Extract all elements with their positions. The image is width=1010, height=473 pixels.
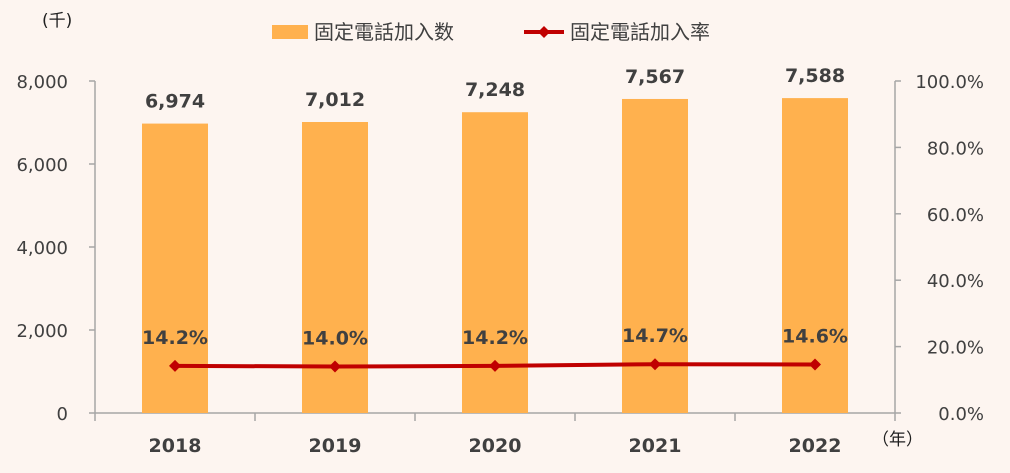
legend: 固定電話加入数 固定電話加入率 bbox=[272, 20, 710, 44]
rate-line bbox=[169, 358, 821, 373]
rate-point bbox=[329, 360, 341, 373]
rate-point bbox=[489, 359, 501, 372]
y-left-tick-label: 8,000 bbox=[16, 72, 68, 93]
x-tick-label: 2020 bbox=[469, 435, 522, 457]
bar-data-label: 7,567 bbox=[625, 66, 685, 88]
rate-labels: 14.2% 14.0% 14.2% 14.7% 14.6% bbox=[142, 325, 848, 349]
axes: 0 2,000 4,000 6,000 8,000 0.0% 20.0% 40.0% 60.0%… bbox=[16, 72, 984, 457]
rate-point bbox=[169, 359, 181, 372]
rate-data-label: 14.2% bbox=[462, 327, 528, 349]
y-left-tick-label: 6,000 bbox=[16, 155, 68, 176]
x-tick-label: 2018 bbox=[149, 435, 202, 457]
bar-data-label: 7,248 bbox=[465, 79, 525, 101]
rate-data-label: 14.7% bbox=[622, 325, 688, 347]
y-right-tick-label: 0.0% bbox=[938, 404, 984, 425]
y-right-tick-label: 80.0% bbox=[927, 138, 984, 159]
bar-data-label: 7,588 bbox=[785, 65, 845, 87]
y-left-unit: (千) bbox=[42, 11, 72, 31]
bar-labels: 6,974 7,012 7,248 7,567 7,588 bbox=[145, 65, 845, 112]
x-tick-label: 2021 bbox=[629, 435, 682, 457]
bar-data-label: 6,974 bbox=[145, 91, 205, 113]
y-right-tick-label: 40.0% bbox=[927, 271, 984, 292]
y-right-tick-label: 100.0% bbox=[915, 72, 984, 93]
rate-point bbox=[649, 358, 661, 371]
legend-bar-swatch bbox=[272, 25, 308, 39]
y-right-tick-label: 20.0% bbox=[927, 338, 984, 359]
rate-data-label: 14.2% bbox=[142, 327, 208, 349]
y-right-tick-label: 60.0% bbox=[927, 205, 984, 226]
y-left-tick-label: 4,000 bbox=[16, 238, 68, 259]
legend-line-label: 固定電話加入率 bbox=[570, 20, 710, 44]
bar-data-label: 7,012 bbox=[305, 89, 365, 111]
y-left-tick-label: 2,000 bbox=[16, 321, 68, 342]
x-tick-label: 2019 bbox=[309, 435, 362, 457]
x-unit: （年） bbox=[872, 430, 923, 450]
legend-line-marker bbox=[538, 26, 550, 38]
y-left-tick-label: 0 bbox=[57, 404, 68, 425]
rate-point bbox=[809, 358, 821, 371]
legend-bar-label: 固定電話加入数 bbox=[314, 20, 454, 44]
x-tick-label: 2022 bbox=[789, 435, 842, 457]
rate-data-label: 14.6% bbox=[782, 326, 848, 348]
rate-data-label: 14.0% bbox=[302, 328, 368, 350]
